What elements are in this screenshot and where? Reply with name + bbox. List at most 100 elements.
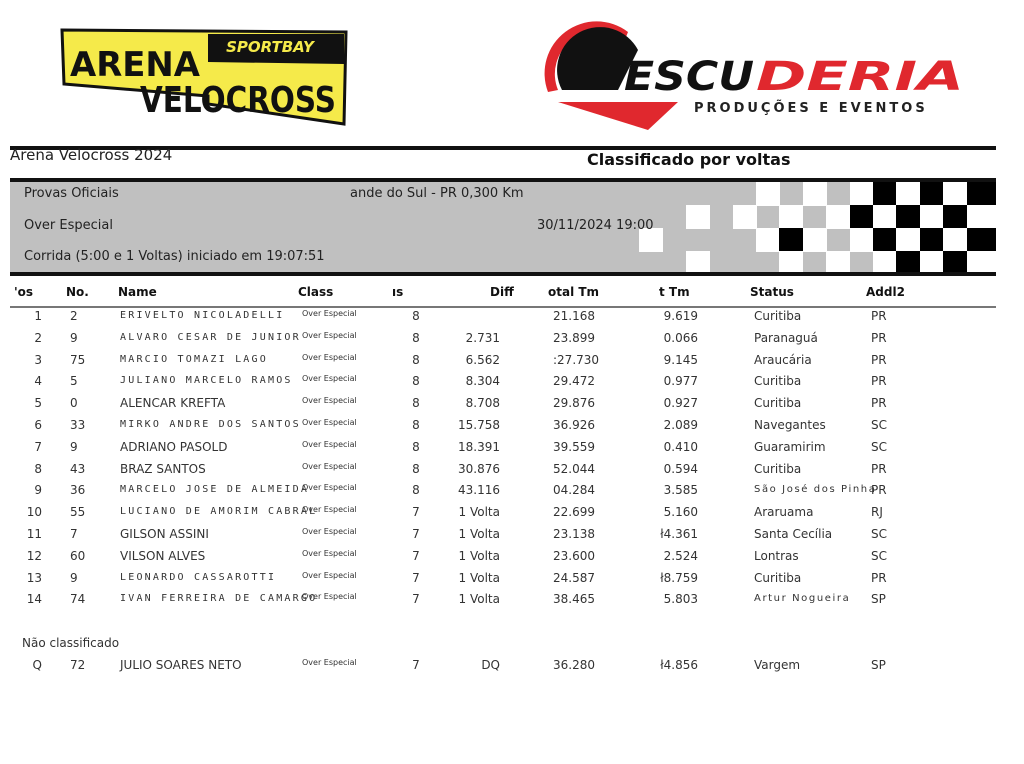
result-row: 6 33 MIRKO ANDRE DOS SANTOS Over Especial 8 1… [0, 418, 1024, 438]
cell-diff: 1 Volta [458, 592, 500, 607]
cell-class: Over Especial [302, 658, 357, 667]
cell-laps: 8 [412, 352, 420, 367]
cell-no: 72 [70, 658, 86, 672]
checker-cell [873, 205, 897, 229]
cell-total: 39.559 [553, 439, 595, 454]
info-category: Over Especial [24, 218, 113, 233]
checker-cell [943, 205, 968, 229]
cell-class: Over Especial [302, 548, 357, 558]
cell-total: 23.138 [553, 527, 595, 541]
cell-addl2: PR [871, 309, 887, 323]
cell-class: Over Especial [302, 418, 357, 427]
cell-laps: 8 [412, 309, 420, 323]
col-header-total: otal Tm [548, 285, 600, 299]
checker-cell [849, 182, 874, 206]
header-rule [10, 146, 996, 150]
cell-addl2: SP [871, 592, 886, 607]
cell-name: MARCIO TOMAZI LAGO [120, 353, 268, 365]
cell-class: Over Especial [302, 396, 357, 406]
cell-no: 74 [70, 592, 86, 607]
cell-name: MARCELO JOSE DE ALMEIDA [120, 484, 310, 496]
svg-text:SPORTBAY: SPORTBAY [226, 38, 316, 56]
cell-no: 9 [70, 439, 78, 454]
cell-pos: 13 [26, 570, 42, 585]
cell-pos: Q [32, 658, 42, 672]
cell-laps: 7 [412, 527, 420, 541]
checker-cell [896, 251, 921, 272]
cell-name: ADRIANO PASOLD [120, 439, 228, 454]
col-header-laps: ıs [392, 285, 404, 299]
cell-best: 0.594 [663, 461, 698, 476]
info-race: Corrida (5:00 e 1 Voltas) iniciado em 19… [24, 249, 325, 264]
cell-diff: 15.758 [458, 418, 500, 432]
cell-pos: 14 [26, 592, 42, 607]
cell-best: 9.145 [663, 352, 698, 367]
cell-name: ALVARO CESAR DE JUNIOR [120, 331, 301, 343]
cell-total: 29.472 [553, 374, 595, 389]
cell-addl2: PR [871, 352, 887, 367]
cell-class: Over Especial [302, 527, 357, 536]
cell-pos: 8 [34, 461, 42, 476]
cell-name: IVAN FERREIRA DE CAMARGO [120, 593, 318, 605]
checker-cell [873, 182, 897, 206]
cell-laps: 8 [412, 330, 420, 345]
cell-best: 3.585 [663, 483, 698, 498]
cell-name: JULIANO MARCELO RAMOS [120, 375, 293, 387]
result-row: 4 5 JULIANO MARCELO RAMOS Over Especial 8 8.3… [0, 374, 1024, 394]
checker-cell [685, 251, 710, 272]
cell-pos: 10 [26, 505, 42, 520]
cell-no: 7 [70, 527, 78, 541]
cell-name: LEONARDO CASSAROTTI [120, 571, 277, 583]
checker-cell [873, 228, 897, 252]
result-row: 9 36 MARCELO JOSE DE ALMEIDA Over Especial 8… [0, 483, 1024, 503]
cell-status: Lontras [754, 548, 799, 563]
checker-cell [849, 228, 874, 252]
cell-addl2: RJ [871, 505, 883, 520]
cell-class: Over Especial [302, 352, 357, 362]
result-row: Q 72 JULIO SOARES NETO Over Especial 7 DQ 36.2… [0, 658, 1024, 678]
result-row: 11 7 GILSON ASSINI Over Especial 7 1 Volta 23.… [0, 527, 1024, 547]
cell-name: MIRKO ANDRE DOS SANTOS [120, 419, 301, 430]
cell-class: Over Especial [302, 439, 357, 449]
info-line1: Provas Oficiais [24, 186, 119, 201]
result-row: 7 9 ADRIANO PASOLD Over Especial 8 18.391 39.5… [0, 440, 1024, 460]
cell-best: 2.089 [663, 418, 698, 432]
cell-addl2: SC [871, 418, 887, 432]
checker-cell [966, 251, 991, 272]
col-header-best: t Tm [659, 285, 690, 299]
cell-no: 43 [70, 461, 86, 476]
checker-cell [826, 205, 851, 229]
cell-status: Santa Cecília [754, 527, 833, 541]
cell-status: Guaramirim [754, 439, 826, 454]
cell-status: Curitiba [754, 570, 802, 585]
cell-addl2: PR [871, 483, 887, 498]
cell-pos: 1 [34, 309, 42, 323]
checker-cell [756, 182, 780, 206]
cell-best: ł4.361 [660, 527, 698, 541]
cell-status: Araucária [754, 352, 812, 367]
cell-pos: 3 [34, 352, 42, 367]
checker-cell [849, 205, 874, 229]
cell-total: 36.926 [553, 418, 595, 432]
col-header-no: No. [66, 285, 89, 299]
cell-addl2: PR [871, 570, 887, 585]
checker-cell [896, 228, 921, 252]
cell-name: BRAZ SANTOS [120, 461, 206, 476]
cell-name: JULIO SOARES NETO [120, 658, 242, 672]
escuderia-logo: ESCU DERIA PRODUÇÕES E EVENTOS [544, 21, 964, 130]
cell-name: GILSON ASSINI [120, 527, 209, 541]
cell-total: 21.168 [553, 309, 595, 323]
cell-pos: 12 [26, 548, 42, 563]
cell-best: ł4.856 [660, 658, 698, 672]
result-row: 2 9 ALVARO CESAR DE JUNIOR Over Especial 8 2.… [0, 331, 1024, 351]
checker-cell [966, 205, 991, 229]
col-header-pos: 'os [14, 285, 34, 299]
cell-total: 04.284 [553, 483, 595, 498]
classification-title: Classificado por voltas [587, 150, 791, 169]
cell-pos: 9 [34, 483, 42, 498]
cell-diff: 6.562 [465, 352, 500, 367]
cell-total: 38.465 [553, 592, 595, 607]
cell-class: Over Especial [302, 592, 357, 602]
checker-cell [919, 228, 944, 252]
checker-cell [919, 205, 944, 229]
